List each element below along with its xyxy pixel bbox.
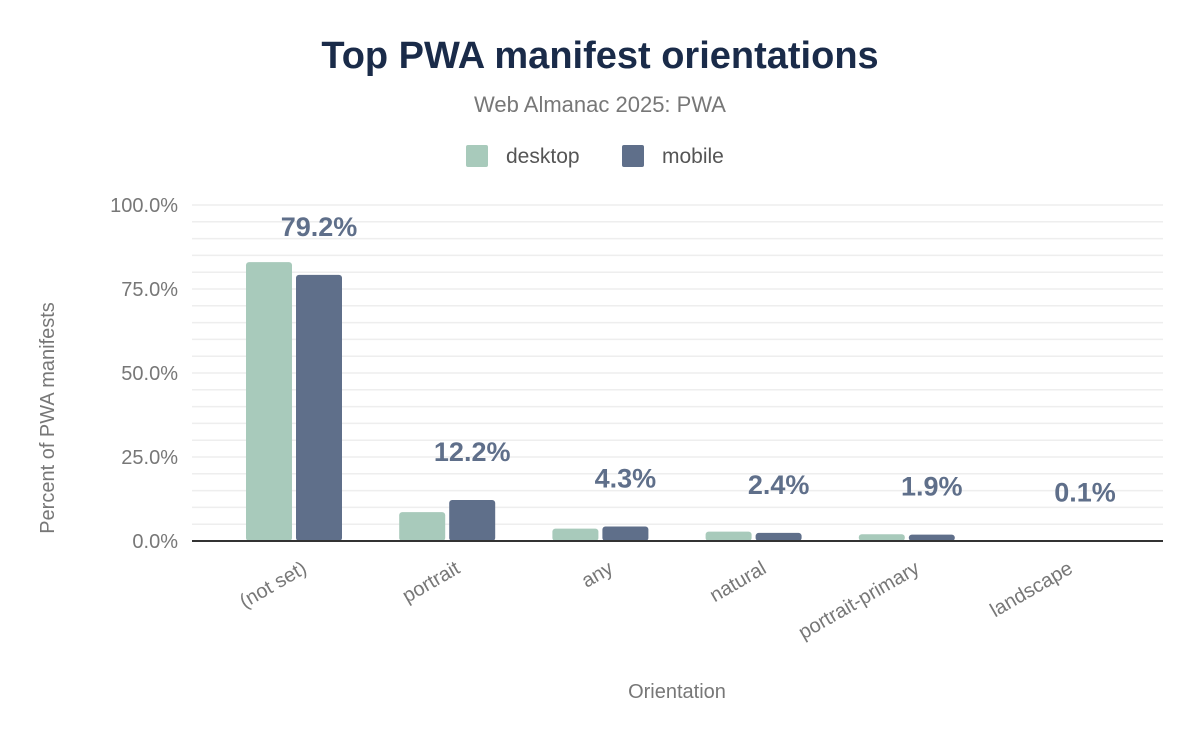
y-axis-ticks: 0.0% 25.0% 50.0% 75.0% 100.0% <box>110 195 178 553</box>
bar-mobile <box>602 526 649 541</box>
legend-swatch-mobile <box>622 145 644 167</box>
data-label: 2.4% <box>748 470 810 500</box>
data-labels: 79.2% 12.2% 4.3% 2.4% 1.9% 0.1% <box>281 212 1116 508</box>
data-label: 4.3% <box>595 464 657 494</box>
y-tick-label: 0.0% <box>132 531 178 553</box>
y-tick-label: 75.0% <box>121 279 178 301</box>
legend: desktop mobile <box>466 145 724 168</box>
gridlines <box>192 204 1163 525</box>
bar-desktop <box>552 528 599 541</box>
x-axis-label: Orientation <box>628 681 726 703</box>
x-tick-label: any <box>578 557 617 592</box>
bar-desktop <box>858 534 905 541</box>
data-label: 0.1% <box>1054 478 1116 508</box>
y-axis-label: Percent of PWA manifests <box>37 302 59 534</box>
bar-mobile <box>296 274 342 541</box>
bar-mobile <box>908 534 955 541</box>
legend-label-desktop: desktop <box>506 145 580 168</box>
y-tick-label: 25.0% <box>121 447 178 469</box>
x-axis-ticks: (not set) portrait any natural portrait-prim… <box>236 557 1077 644</box>
bar-mobile <box>449 500 496 541</box>
x-tick-label: landscape <box>987 557 1077 622</box>
legend-label-mobile: mobile <box>662 145 724 168</box>
x-tick-label: portrait-primary <box>795 557 923 644</box>
data-label: 12.2% <box>434 437 511 467</box>
data-label: 1.9% <box>901 472 963 502</box>
y-tick-label: 100.0% <box>110 195 178 217</box>
x-tick-label: (not set) <box>236 557 311 613</box>
bar-desktop <box>246 262 292 541</box>
bar-desktop <box>399 512 446 541</box>
x-tick-label: natural <box>706 557 770 607</box>
x-tick-label: portrait <box>399 557 464 607</box>
bar-desktop <box>705 531 752 541</box>
bars <box>246 262 1108 542</box>
data-label: 79.2% <box>281 212 358 242</box>
y-tick-label: 50.0% <box>121 363 178 385</box>
chart-title: Top PWA manifest orientations <box>321 35 878 77</box>
chart-subtitle: Web Almanac 2025: PWA <box>474 92 726 117</box>
legend-swatch-desktop <box>466 145 488 167</box>
bar-mobile <box>755 532 802 541</box>
